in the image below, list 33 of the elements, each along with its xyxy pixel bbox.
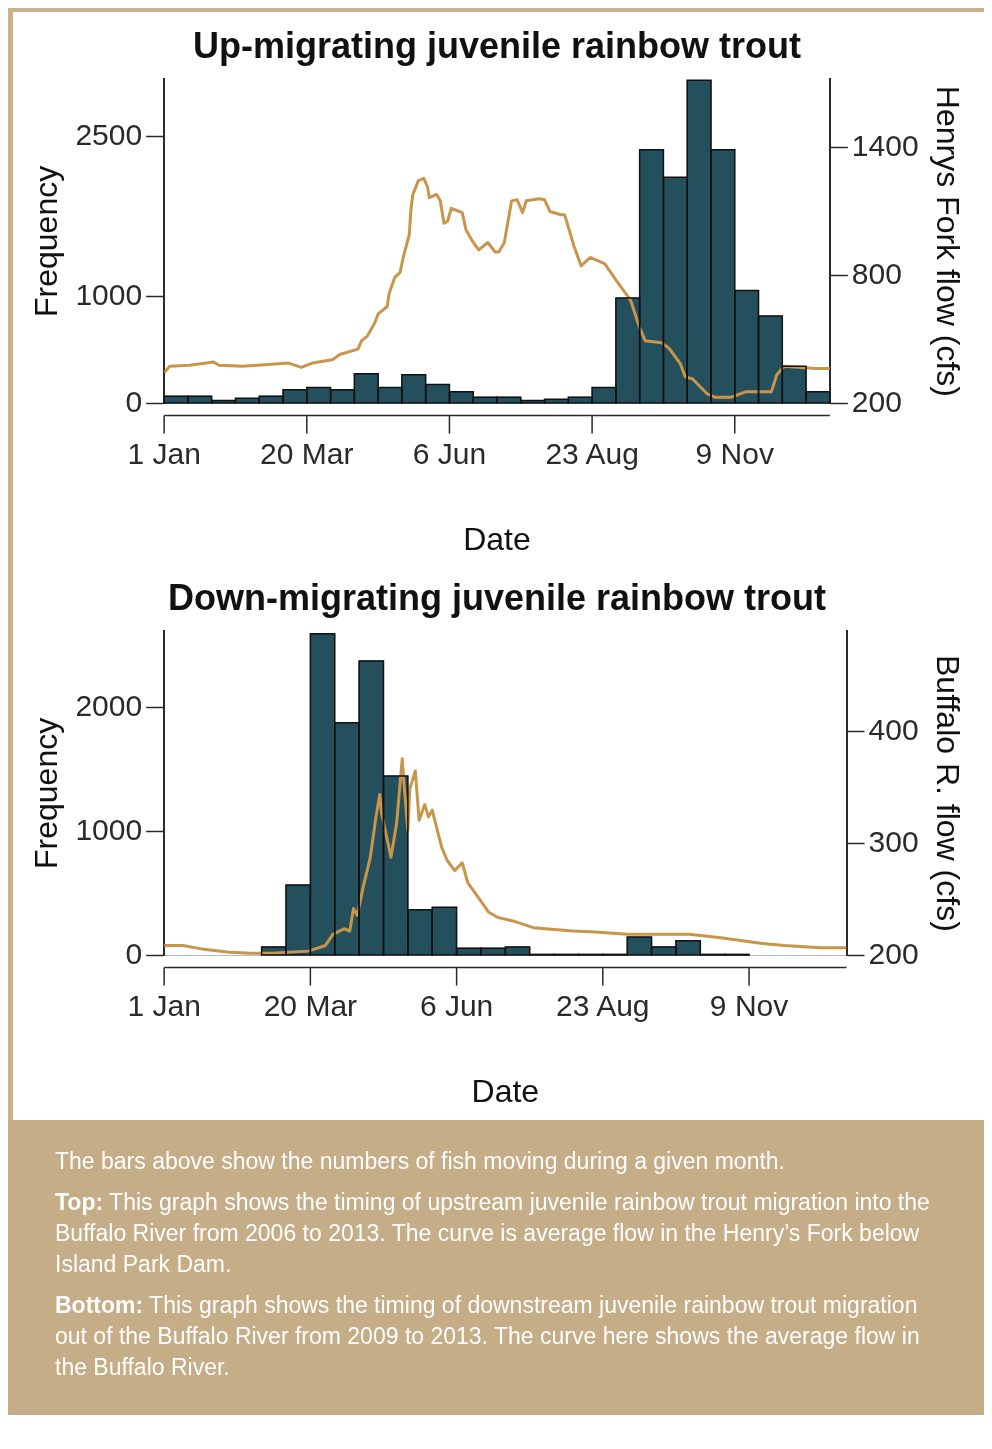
y-tick-label: 0: [125, 384, 143, 418]
x-tick-label: 23 Aug: [545, 436, 639, 470]
y2-axis-title: Henrys Fork flow (cfs): [929, 85, 966, 397]
text: Top: This graph shows the timing of upstream juvenile rainbow trout migration into the Buffalo River from 2006 to 2013. The curve is average flow in the Henry’s Fork below Island Park Dam.: [55, 1189, 930, 1277]
x-tick-label: 9 Nov: [709, 988, 789, 1022]
chart-title: Up-migrating juvenile rainbow trout: [192, 24, 802, 66]
x-tick-label: 20 Mar: [263, 988, 358, 1022]
text: Bottom: This graph shows the timing of downstream juvenile rainbow trout migration out of the Buffalo River from 2009 to 2013. The curve here shows the average flow in the Buffalo River.: [55, 1292, 920, 1380]
text: The bars above show the numbers of fish moving during a given month.: [55, 1148, 786, 1174]
x-tick-label: 20 Mar: [260, 436, 354, 470]
y2-tick-label: 400: [868, 713, 919, 747]
x-tick-label: 23 Aug: [556, 988, 650, 1022]
y2-tick-label: 1400: [851, 128, 919, 162]
y-tick-label: 1000: [75, 813, 143, 847]
y2-tick-label: 200: [851, 384, 902, 418]
x-tick-label: 9 Nov: [695, 436, 774, 470]
y-tick-label: 2000: [75, 689, 143, 723]
x-tick-label: 6 Jun: [412, 436, 487, 470]
chart-title: Down-migrating juvenile rainbow trout: [167, 576, 827, 618]
x-axis-title: Date: [463, 520, 531, 557]
y-tick-label: 1000: [75, 278, 143, 312]
y2-axis-title: Buffalo R. flow (cfs): [929, 654, 966, 932]
y-axis-title: Frequency: [28, 165, 65, 317]
y2-tick-label: 800: [851, 256, 902, 290]
x-tick-label: 1 Jan: [127, 988, 201, 1022]
y2-tick-label: 300: [868, 825, 919, 858]
y-tick-label: 2500: [75, 118, 143, 152]
x-axis-title: Date: [471, 1072, 540, 1109]
y-tick-label: 0: [125, 936, 143, 970]
y-axis-title: Frequency: [28, 717, 65, 869]
y2-tick-label: 200: [868, 936, 919, 970]
x-tick-label: 1 Jan: [127, 436, 201, 470]
x-tick-label: 6 Jun: [419, 988, 494, 1022]
